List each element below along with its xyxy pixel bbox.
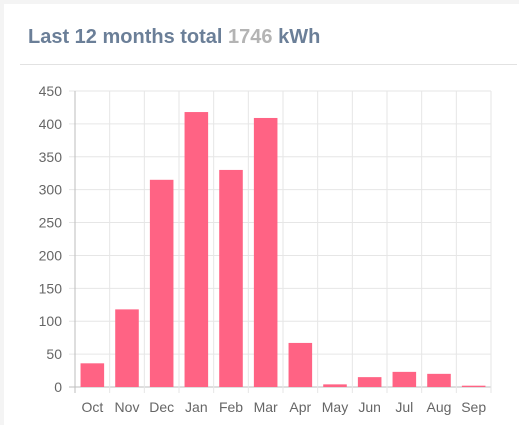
x-tick-label: Aug bbox=[427, 399, 452, 415]
x-tick-label: Jun bbox=[358, 399, 381, 415]
x-tick-label: Sep bbox=[461, 399, 486, 415]
y-tick-label: 350 bbox=[39, 149, 63, 165]
bar-may[interactable] bbox=[323, 384, 347, 387]
header-prefix: Last 12 months total bbox=[28, 26, 223, 48]
x-tick-label: Oct bbox=[81, 399, 103, 415]
bar-feb[interactable] bbox=[219, 169, 243, 387]
chart-header: Last 12 months total 1746 kWh bbox=[28, 26, 320, 49]
bar-dec[interactable] bbox=[149, 179, 174, 387]
y-tick-label: 50 bbox=[46, 346, 62, 362]
x-axis-ticks: Oct Nov Dec Jan Feb Mar Apr May Jun Jul Aug Sep bbox=[81, 399, 486, 415]
y-tick-label: 400 bbox=[39, 116, 63, 132]
y-tick-label: 150 bbox=[39, 280, 63, 296]
bar-aug[interactable] bbox=[427, 373, 451, 387]
bar-apr[interactable] bbox=[288, 342, 313, 387]
bar-oct[interactable] bbox=[80, 363, 105, 387]
y-tick-label: 250 bbox=[39, 215, 63, 231]
x-tick-label: Jul bbox=[395, 399, 413, 415]
x-tick-label: Jan bbox=[185, 399, 208, 415]
y-tick-label: 300 bbox=[39, 182, 63, 198]
x-tick-label: Mar bbox=[254, 399, 278, 415]
bar-nov[interactable] bbox=[115, 309, 139, 387]
y-axis-ticks: 0 50 100 150 200 250 300 350 400 450 bbox=[39, 83, 63, 395]
bar-jul[interactable] bbox=[392, 371, 417, 387]
bar-sep[interactable] bbox=[461, 385, 486, 387]
y-tick-label: 200 bbox=[39, 247, 63, 263]
x-tick-label: May bbox=[322, 399, 348, 415]
total-unit: kWh bbox=[278, 26, 321, 48]
y-tick-label: 0 bbox=[54, 379, 62, 395]
y-tick-label: 450 bbox=[39, 83, 63, 99]
x-tick-label: Apr bbox=[289, 399, 311, 415]
bar-mar[interactable] bbox=[253, 117, 278, 388]
x-tick-label: Dec bbox=[149, 399, 174, 415]
x-tick-label: Feb bbox=[219, 399, 243, 415]
header-divider bbox=[20, 64, 517, 65]
bar-jun[interactable] bbox=[357, 377, 382, 387]
total-value: 1746 bbox=[228, 26, 273, 48]
bars bbox=[80, 112, 486, 388]
grid-lines bbox=[69, 90, 492, 393]
bar-jan[interactable] bbox=[184, 112, 209, 387]
y-tick-label: 100 bbox=[39, 313, 63, 329]
x-tick-label: Nov bbox=[115, 399, 140, 415]
